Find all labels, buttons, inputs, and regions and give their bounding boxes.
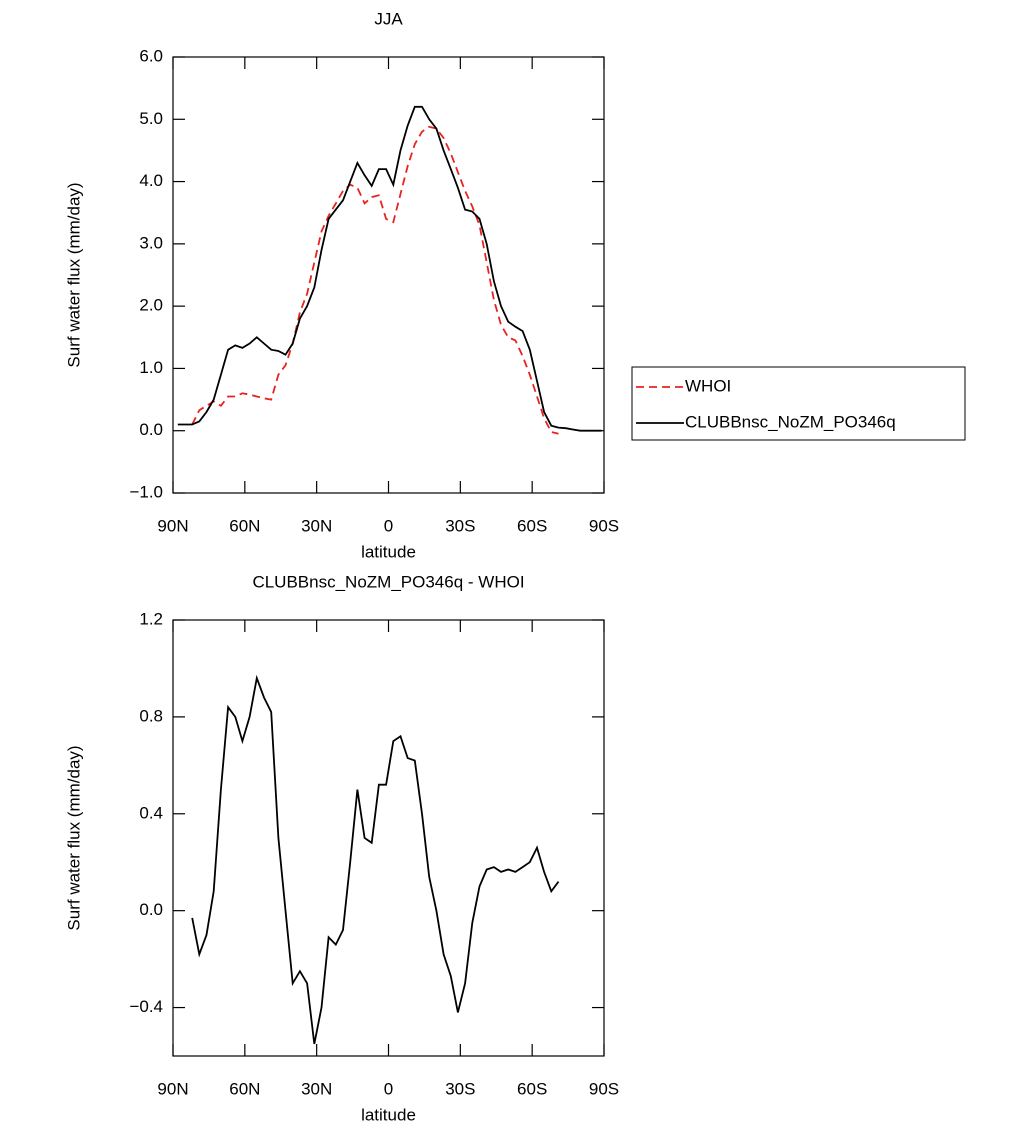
chart-title: JJA [374,9,403,28]
x-tick-label: 60N [229,516,260,535]
y-tick-label: 6.0 [139,46,163,65]
x-tick-label: 90N [157,516,188,535]
x-axis-label: latitude [361,1105,416,1124]
y-tick-label: −1.0 [129,482,163,501]
x-tick-label: 60N [229,1079,260,1098]
y-tick-label: 1.0 [139,358,163,377]
y-tick-label: −0.4 [129,997,163,1016]
x-tick-label: 60S [517,516,547,535]
y-tick-label: 5.0 [139,109,163,128]
data-line [191,674,560,1045]
data-line [177,105,602,432]
legend-box [631,366,966,441]
x-tick-label: 90S [589,516,619,535]
x-tick-label: 0 [384,1079,393,1098]
data-line [191,125,559,435]
x-tick-label: 30S [445,516,475,535]
y-axis-label: Surf water flux (mm/day) [64,182,83,367]
y-tick-label: 0.8 [139,706,163,725]
x-tick-label: 90S [589,1079,619,1098]
chart-title: CLUBBnsc_NoZM_PO346q - WHOI [252,572,524,591]
y-tick-label: 4.0 [139,171,163,190]
y-tick-label: 1.2 [139,609,163,628]
x-tick-label: 60S [517,1079,547,1098]
x-axis-label: latitude [361,542,416,561]
plot-frame [172,619,605,1057]
x-tick-label: 30S [445,1079,475,1098]
y-tick-label: 2.0 [139,296,163,315]
y-tick-label: 0.4 [139,803,163,822]
x-tick-label: 30N [301,516,332,535]
y-tick-label: 0.0 [139,900,163,919]
y-tick-label: 3.0 [139,233,163,252]
plot-frame [172,56,605,494]
x-tick-label: 30N [301,1079,332,1098]
legend-label: CLUBBnsc_NoZM_PO346q [685,412,896,431]
x-tick-label: 0 [384,516,393,535]
y-axis-label: Surf water flux (mm/day) [64,745,83,930]
legend-label: WHOI [685,376,731,395]
y-tick-label: 0.0 [139,420,163,439]
x-tick-label: 90N [157,1079,188,1098]
